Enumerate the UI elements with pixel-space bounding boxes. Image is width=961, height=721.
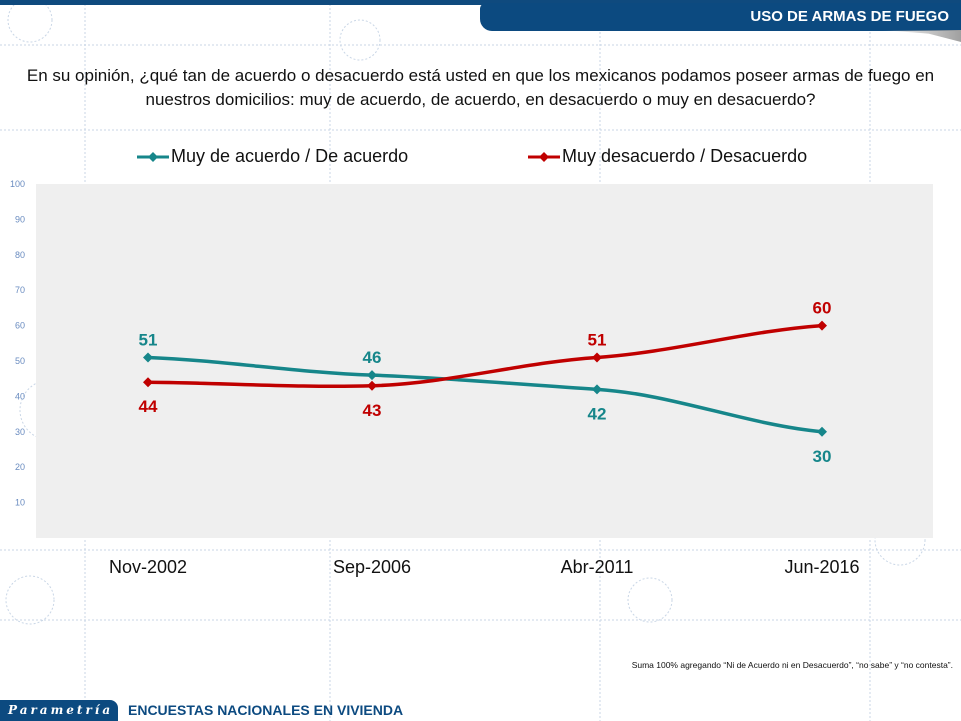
y-tick-label: 50 — [15, 356, 25, 366]
legend-marker-disagree-icon — [528, 151, 560, 162]
legend-item-disagree: Muy desacuerdo / Desacuerdo — [528, 146, 807, 167]
data-point-s1-0 — [143, 377, 153, 388]
y-tick-label: 90 — [15, 214, 25, 224]
series-line-1 — [147, 323, 823, 389]
data-point-s1-2 — [592, 352, 602, 363]
data-point-s1-1 — [367, 380, 377, 391]
footnote: Suma 100% agregando “Ni de Acuerdo ni en… — [631, 660, 953, 670]
series-line-0 — [147, 355, 823, 434]
data-point-s0-3 — [817, 426, 827, 437]
legend-label-disagree: Muy desacuerdo / Desacuerdo — [562, 146, 808, 166]
survey-question: En su opinión, ¿qué tan de acuerdo o des… — [26, 66, 935, 109]
data-label-s0-2: 42 — [588, 404, 607, 423]
x-tick-label: Sep-2006 — [333, 557, 411, 577]
x-tick-label: Jun-2016 — [784, 557, 859, 577]
data-label-s0-0: 51 — [139, 330, 158, 349]
x-tick-label: Nov-2002 — [109, 557, 187, 577]
x-tick-label: Abr-2011 — [561, 557, 634, 577]
data-point-s0-1 — [367, 370, 377, 381]
footer-text: ENCUESTAS NACIONALES EN VIVIENDA — [128, 702, 404, 718]
line-chart: 10 20 30 40 50 60 70 80 90 100 Nov-2002 Sep-2006 Ab… — [10, 179, 933, 577]
parametria-logo: Parametría — [0, 700, 118, 721]
data-label-s0-1: 46 — [363, 348, 382, 367]
legend-item-agree: Muy de acuerdo / De acuerdo — [137, 146, 408, 167]
y-tick-label: 20 — [15, 462, 25, 472]
y-tick-label: 70 — [15, 285, 25, 295]
data-label-s1-0: 44 — [139, 397, 158, 416]
legend-label-agree: Muy de acuerdo / De acuerdo — [171, 146, 409, 166]
y-tick-label: 10 — [15, 498, 25, 508]
data-label-s1-1: 43 — [363, 401, 382, 420]
data-label-s1-2: 51 — [588, 330, 607, 349]
y-tick-label: 60 — [15, 321, 25, 331]
y-tick-label: 30 — [15, 427, 25, 437]
slide-title: USO DE ARMAS DE FUEGO — [480, 3, 961, 31]
y-tick-label: 80 — [15, 250, 25, 260]
y-tick-label: 40 — [15, 391, 25, 401]
legend-marker-agree-icon — [137, 151, 169, 162]
y-tick-label: 100 — [10, 179, 25, 189]
data-point-s0-2 — [592, 384, 602, 395]
data-point-s0-0 — [143, 352, 153, 363]
data-point-s1-3 — [817, 320, 827, 331]
chart-legend: Muy de acuerdo / De acuerdo Muy desacuer… — [0, 146, 961, 170]
data-label-s0-3: 30 — [813, 447, 832, 466]
top-strip — [0, 0, 961, 5]
plot-area — [36, 184, 933, 538]
data-label-s1-3: 60 — [813, 299, 832, 318]
